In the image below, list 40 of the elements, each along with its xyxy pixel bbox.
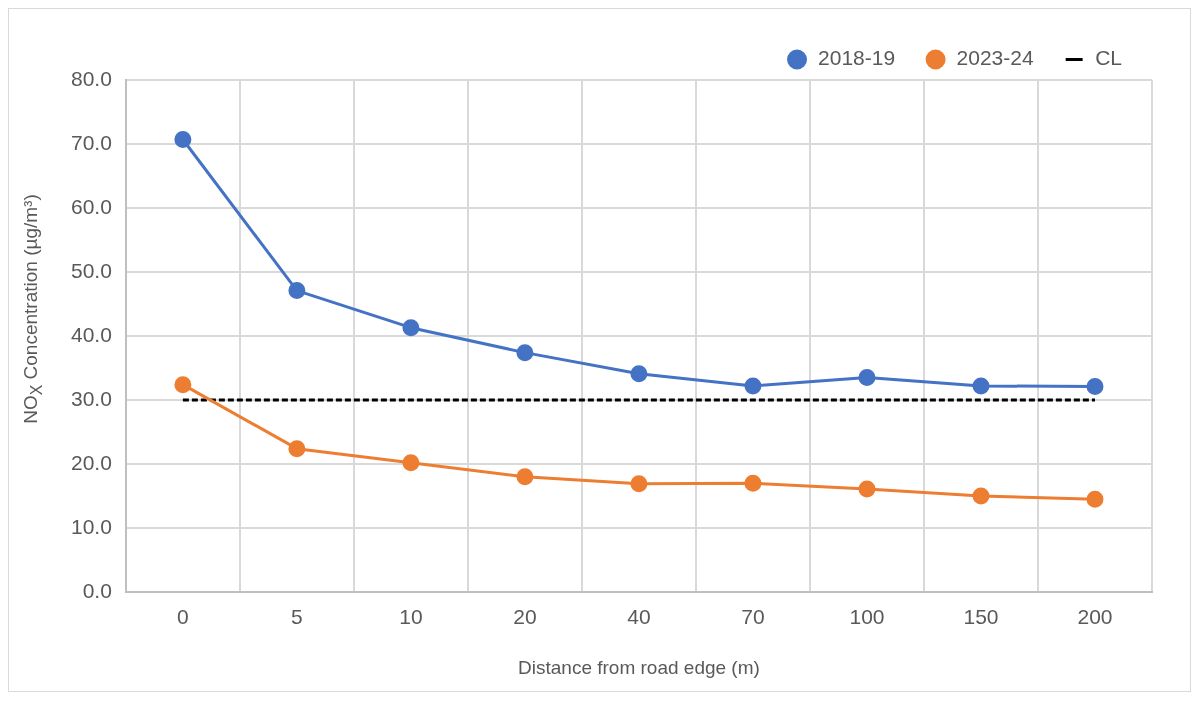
point xyxy=(630,475,648,493)
point xyxy=(402,454,420,472)
point xyxy=(516,468,534,486)
point xyxy=(288,282,306,300)
point xyxy=(972,377,990,395)
point xyxy=(402,319,420,337)
y-tick-label: 60.0 xyxy=(71,194,112,218)
y-tick-label: 20.0 xyxy=(71,450,112,474)
point xyxy=(744,474,762,492)
legend-label: CL xyxy=(1095,46,1123,70)
point xyxy=(516,344,534,362)
x-tick-label: 150 xyxy=(963,605,999,629)
y-tick-label: 70.0 xyxy=(71,130,112,154)
y-tick-label: 10.0 xyxy=(71,514,112,538)
legend-label: 2023-24 xyxy=(956,46,1034,70)
y-tick-label: 50.0 xyxy=(71,258,112,282)
point xyxy=(972,487,990,505)
y-tick-label: 40.0 xyxy=(71,322,112,346)
y-tick-label: 0.0 xyxy=(82,578,112,602)
x-tick-label: 100 xyxy=(849,605,885,629)
y-tick-label: 80.0 xyxy=(71,66,112,90)
x-axis-title: Distance from road edge (m) xyxy=(518,656,760,678)
y-tick-label: 30.0 xyxy=(71,386,112,410)
point xyxy=(744,377,762,395)
point xyxy=(288,440,306,458)
point xyxy=(858,369,876,387)
x-tick-label: 200 xyxy=(1077,605,1113,629)
x-tick-label: 40 xyxy=(627,605,651,629)
point xyxy=(630,365,648,383)
x-tick-label: 20 xyxy=(513,605,537,629)
point xyxy=(174,376,192,394)
x-tick-label: 5 xyxy=(291,605,303,629)
x-tick-label: 0 xyxy=(177,605,189,629)
point xyxy=(174,131,192,149)
x-tick-label: 70 xyxy=(741,605,765,629)
point xyxy=(1086,490,1104,508)
legend-label: 2018-19 xyxy=(818,46,896,70)
point xyxy=(858,480,876,498)
point xyxy=(1086,378,1104,396)
x-tick-label: 10 xyxy=(399,605,423,629)
